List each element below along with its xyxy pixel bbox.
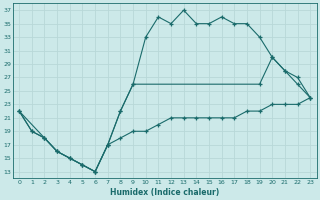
X-axis label: Humidex (Indice chaleur): Humidex (Indice chaleur) (110, 188, 219, 197)
